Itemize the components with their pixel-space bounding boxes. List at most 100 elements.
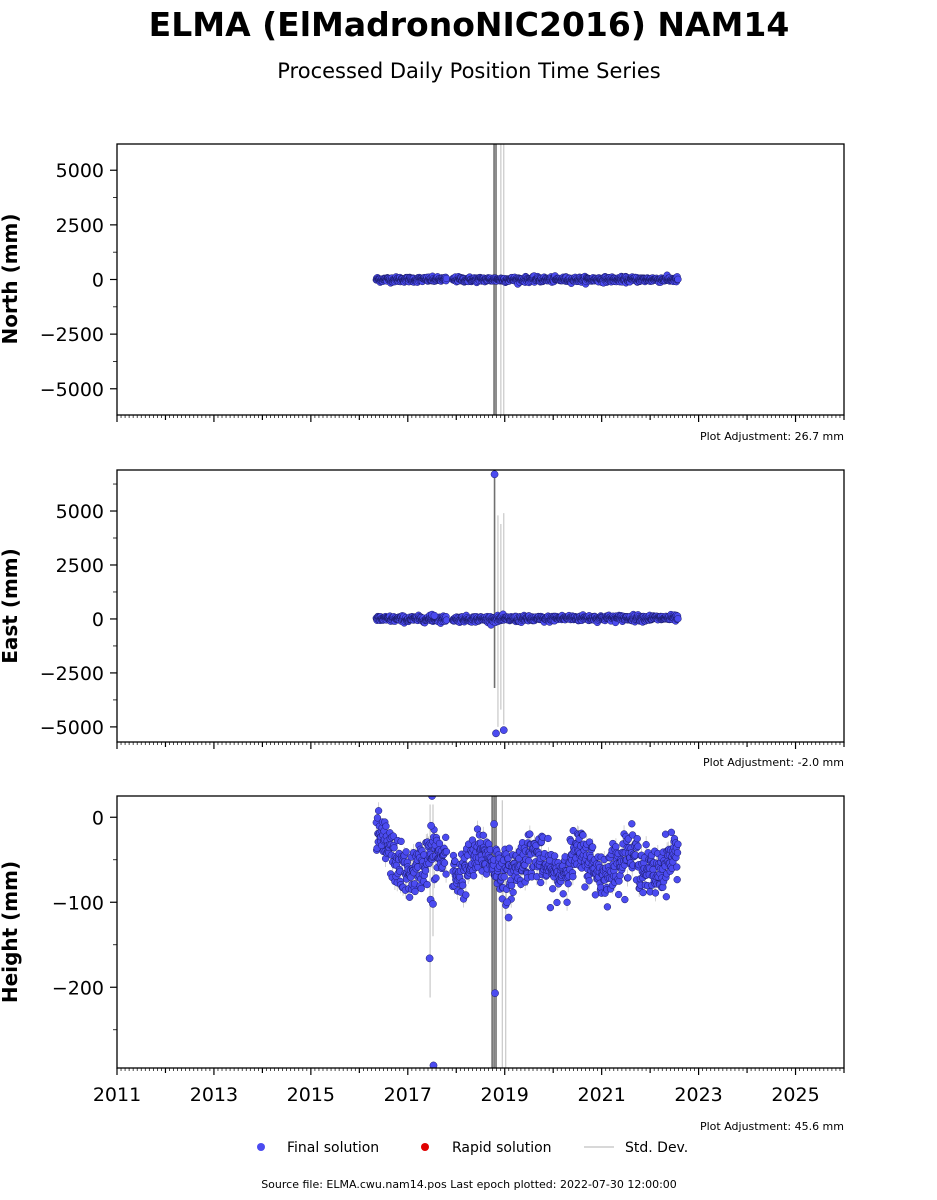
x-tick-label: 2023 <box>674 1084 722 1106</box>
data-point <box>451 857 459 865</box>
outlier-point <box>490 820 498 828</box>
data-point <box>382 822 390 830</box>
legend-final-marker <box>257 1143 265 1151</box>
data-point <box>442 870 450 878</box>
outlier-point <box>429 900 437 908</box>
data-point <box>674 275 682 283</box>
outlier-point <box>430 611 439 620</box>
data-point <box>442 847 451 856</box>
data-point <box>674 840 682 848</box>
data-point <box>442 274 451 283</box>
outlier-point <box>425 954 434 963</box>
north-panel: 5000 2500 0 −2500 −5000 North (mm) Plot Adjust… <box>0 143 845 443</box>
east-panel: 5000 2500 0 −2500 −5000 East (mm) Plot Adjustm… <box>0 469 845 769</box>
solution-points <box>372 796 682 1068</box>
y-tick-label: 0 <box>92 807 104 829</box>
data-point <box>526 830 534 838</box>
data-point <box>579 831 587 839</box>
data-point <box>505 844 513 852</box>
y-ticks <box>110 483 117 728</box>
plot-area <box>372 144 682 415</box>
outlier-point <box>492 729 500 738</box>
data-point <box>390 844 398 852</box>
outlier-point <box>429 1061 438 1068</box>
data-point <box>673 863 681 871</box>
y-tick-label: −2500 <box>40 324 104 346</box>
data-point <box>537 878 545 887</box>
figure-subtitle: Processed Daily Position Time Series <box>277 59 661 83</box>
y-tick-label: 2500 <box>56 555 104 577</box>
data-point <box>417 884 425 893</box>
data-point <box>546 903 555 912</box>
data-point <box>612 843 620 851</box>
data-point <box>469 872 478 880</box>
outlier-point <box>491 989 499 998</box>
y-axis-label: North (mm) <box>0 213 22 344</box>
plot-area <box>372 796 682 1068</box>
x-tick-label: 2025 <box>771 1084 819 1106</box>
data-point <box>662 893 670 901</box>
data-point <box>423 880 431 889</box>
data-point <box>440 859 449 867</box>
outlier-point <box>504 913 513 922</box>
data-point <box>507 881 516 890</box>
y-axis-label: East (mm) <box>0 548 22 664</box>
y-tick-label: −100 <box>52 892 104 914</box>
data-point <box>559 890 567 898</box>
data-point <box>411 887 419 896</box>
data-point <box>651 889 660 897</box>
y-ticks <box>110 169 117 390</box>
y-tick-label: −2500 <box>40 663 104 685</box>
y-tick-label: −5000 <box>40 717 104 739</box>
y-tick-label: 0 <box>92 270 104 292</box>
data-point <box>435 839 444 848</box>
y-axis-label: Height (mm) <box>0 861 22 1003</box>
stddev-bars <box>375 474 678 727</box>
data-point <box>459 881 467 889</box>
y-tick-label: 2500 <box>56 215 104 237</box>
data-point <box>614 890 623 899</box>
footer-source: Source file: ELMA.cwu.nam14.pos Last epo… <box>261 1178 677 1191</box>
data-point <box>667 828 676 836</box>
figure-title: ELMA (ElMadronoNIC2016) NAM14 <box>149 5 790 44</box>
plot-adjustment-note: Plot Adjustment: 26.7 mm <box>700 430 844 443</box>
data-point <box>397 837 405 846</box>
data-point <box>673 876 681 884</box>
outlier-point <box>503 898 512 907</box>
data-point <box>589 843 597 851</box>
data-point <box>564 880 572 888</box>
data-point <box>402 848 410 856</box>
x-ticks <box>116 1068 845 1075</box>
data-point <box>551 852 559 860</box>
y-tick-label: 0 <box>92 609 104 631</box>
data-point <box>634 842 642 850</box>
solution-points <box>372 470 682 738</box>
data-point <box>585 877 593 885</box>
plot-area <box>372 470 682 738</box>
data-point <box>549 885 557 893</box>
data-point <box>373 814 382 822</box>
data-point <box>509 888 517 896</box>
data-point <box>639 888 647 897</box>
data-point <box>389 832 398 840</box>
outlier-point <box>499 726 508 734</box>
y-tick-label: 5000 <box>56 501 104 523</box>
y-ticks <box>110 816 117 1031</box>
x-tick-label: 2019 <box>481 1084 529 1106</box>
data-point <box>432 874 440 882</box>
data-point <box>628 820 636 828</box>
legend-stddev-label: Std. Dev. <box>625 1140 688 1156</box>
x-tick-label: 2021 <box>577 1084 625 1106</box>
plot-adjustment-note: Plot Adjustment: 45.6 mm <box>700 1120 844 1133</box>
x-tick-label: 2013 <box>190 1084 238 1106</box>
data-point <box>569 873 577 881</box>
data-point <box>525 857 533 865</box>
data-point <box>500 873 508 881</box>
outlier-point <box>427 821 435 830</box>
data-point <box>674 615 682 623</box>
data-point <box>624 874 632 882</box>
data-point <box>553 898 561 907</box>
legend-rapid-label: Rapid solution <box>452 1140 552 1156</box>
x-ticks <box>116 742 845 749</box>
x-ticks <box>116 415 845 422</box>
